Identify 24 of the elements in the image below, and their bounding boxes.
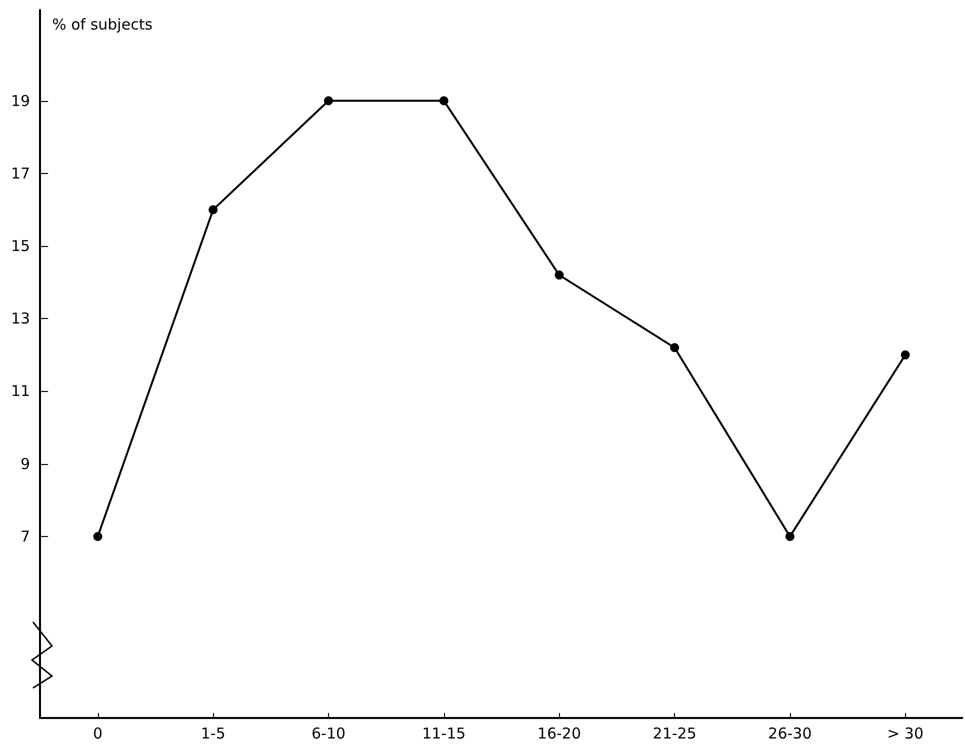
y-tick-label: 15: [10, 237, 30, 255]
point: [324, 96, 333, 106]
point: [785, 532, 794, 541]
point: [554, 270, 564, 280]
x-tick-label: 16-20: [537, 724, 582, 742]
x-tick-label: 21-25: [652, 724, 696, 742]
y-tick-label: 9: [20, 454, 30, 473]
point: [900, 350, 910, 360]
x-tick-label: 11-15: [422, 724, 466, 742]
y-axis-title: % of subjects: [52, 16, 153, 34]
x-tick-label: 6-10: [311, 724, 346, 742]
point: [208, 205, 218, 214]
x-tick-label: > 30: [887, 724, 924, 742]
y-tick-label: 7: [20, 527, 30, 546]
y-tick-label: 11: [10, 382, 30, 400]
x-tick-label: 0: [92, 724, 103, 742]
y-tick-label: 19: [10, 92, 30, 110]
x-tick-label: 26-30: [768, 724, 812, 742]
point: [670, 343, 680, 352]
y-tick-label: 13: [10, 310, 30, 328]
point: [93, 532, 102, 541]
y-tick-label: 17: [10, 164, 30, 182]
x-tick-label: 1-5: [200, 724, 226, 742]
point: [439, 96, 448, 106]
